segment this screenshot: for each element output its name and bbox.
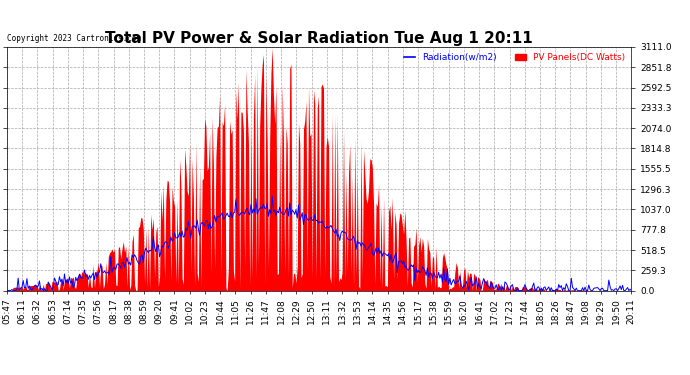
Legend: Radiation(w/m2), PV Panels(DC Watts): Radiation(w/m2), PV Panels(DC Watts) — [402, 51, 627, 64]
Text: Copyright 2023 Cartronics.com: Copyright 2023 Cartronics.com — [7, 34, 141, 43]
Title: Total PV Power & Solar Radiation Tue Aug 1 20:11: Total PV Power & Solar Radiation Tue Aug… — [106, 31, 533, 46]
